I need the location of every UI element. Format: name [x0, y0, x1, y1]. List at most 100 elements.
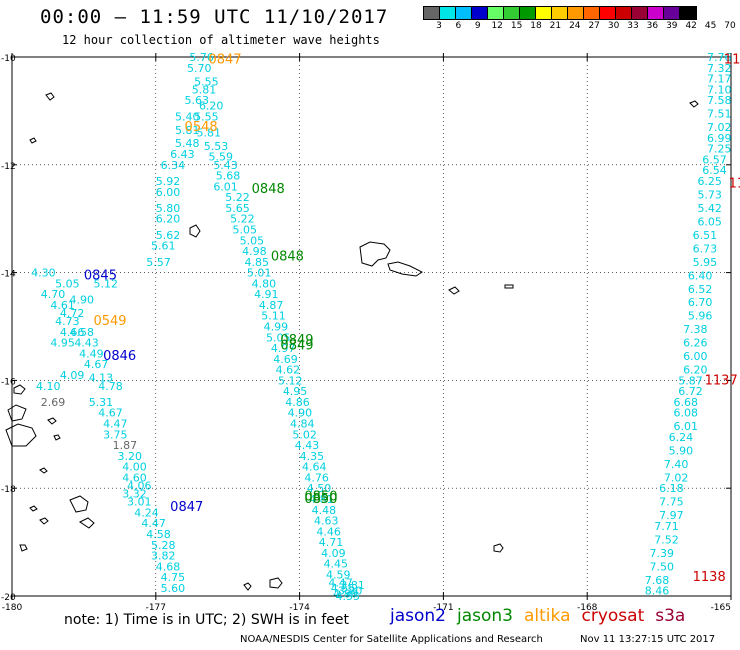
wave-height-value: 7.39: [650, 547, 675, 560]
wave-height-value: 5.73: [697, 188, 722, 201]
wave-height-value: 4.90: [70, 294, 95, 307]
color-swatch-0: [424, 7, 440, 19]
wave-height-value: 4.59: [326, 568, 351, 581]
wave-height-value: 5.11: [261, 310, 286, 323]
color-scale-tick: 33: [627, 21, 639, 31]
wave-height-value: 5.55: [194, 110, 219, 123]
wave-height-value: 4.62: [276, 364, 301, 377]
pass-time-label: 0848: [252, 182, 285, 197]
wave-height-value: 4.47: [141, 517, 166, 530]
wave-height-value: 6.54: [702, 164, 727, 177]
wave-height-value: 7.71: [654, 520, 679, 533]
units-note: note: 1) Time is in UTC; 2) SWH is in fe…: [64, 612, 350, 628]
wave-height-value: 4.43: [74, 337, 99, 350]
color-scale-tick: 12: [491, 21, 503, 31]
color-scale-tick: 18: [530, 21, 542, 31]
pass-time-label: 0849: [280, 333, 313, 348]
color-scale-tick: 9: [474, 21, 481, 31]
wave-height-value: 4.71: [319, 536, 344, 549]
color-swatch-3: [472, 7, 488, 19]
pass-time-label: 0845: [84, 268, 117, 283]
wave-height-value: 3.75: [103, 428, 128, 441]
y-tick-label: -16: [1, 377, 16, 387]
wave-height-value: 6.25: [697, 175, 722, 188]
wave-height-value: 6.08: [673, 407, 698, 420]
island-outline: [387, 261, 423, 277]
island-outline: [47, 417, 57, 425]
wave-height-value: 5.63: [185, 94, 210, 107]
wave-height-value: 4.72: [60, 307, 85, 320]
wave-height-value: 5.12: [93, 277, 118, 290]
wave-height-value: 3.32: [122, 488, 147, 501]
color-scale-tick: 3: [436, 21, 442, 31]
wave-height-value: 4.84: [290, 418, 315, 431]
wave-height-value: 4.49: [79, 347, 104, 360]
wave-height-value: 4.24: [134, 506, 159, 519]
wave-height-value: 4.47: [328, 577, 353, 590]
wave-height-value: 4.70: [41, 288, 65, 301]
wave-height-value: 4.75: [161, 571, 186, 584]
island-outline: [69, 495, 89, 513]
color-scale-tick: 27: [588, 21, 600, 31]
wave-height-value: 6.05: [697, 215, 722, 228]
wave-height-value: 5.59: [209, 151, 234, 164]
wave-height-value: 6.72: [678, 385, 703, 398]
wave-height-value: 4.55: [336, 590, 361, 603]
wave-height-value: 6.01: [213, 180, 238, 193]
pass-time-label: 0850: [304, 492, 337, 507]
pass-time-label: 1135: [724, 53, 740, 68]
wave-height-value: 4.61: [50, 299, 74, 312]
wave-height-value: 6.00: [156, 186, 181, 199]
wave-height-value: 3.81: [340, 579, 365, 592]
color-scale-bar: [423, 6, 697, 20]
x-tick-label: -165: [711, 603, 731, 613]
pass-time-label: 0846: [103, 349, 136, 364]
wave-height-value: 6.20: [199, 100, 224, 113]
wave-height-value: 6.24: [669, 431, 694, 444]
wave-height-value: 5.70: [187, 62, 212, 75]
y-tick-label: -12: [1, 162, 16, 172]
color-swatch-11: [600, 7, 616, 19]
pass-time-label: 0548: [185, 120, 218, 135]
pass-time-label: 1136: [729, 177, 740, 192]
island-outline: [39, 467, 48, 474]
color-scale-tick: 21: [549, 21, 562, 31]
wave-height-value: 4.78: [98, 380, 123, 393]
wave-height-value: 5.55: [194, 75, 219, 88]
island-outline: [45, 92, 55, 101]
wave-height-value: 3.82: [151, 550, 176, 563]
color-swatch-14: [648, 7, 664, 19]
axis-ticks: -180 -177 -174 -171 -168 -165 -10 -12 -14 -16 -18 -…: [1, 54, 731, 613]
wave-height-value: 4.90: [288, 407, 313, 420]
wave-height-value: 1.87: [113, 439, 138, 452]
wave-height-value: 5.60: [161, 582, 186, 595]
island-outline: [29, 137, 37, 144]
island-outline: [79, 517, 95, 529]
wave-height-value: 5.62: [156, 229, 181, 242]
wave-height-value: 4.10: [36, 380, 61, 393]
pass-time-label: 1138: [693, 570, 726, 585]
wave-height-value: 5.68: [216, 170, 241, 183]
wave-height-value: 4.64: [302, 461, 327, 474]
color-swatch-16: [680, 7, 696, 19]
wave-height-value: 4.97: [271, 342, 296, 355]
color-swatch-2: [456, 7, 472, 19]
coastlines: [5, 92, 699, 591]
wave-height-value: 3.01: [127, 496, 152, 509]
wave-height-value: 5.81: [192, 83, 217, 96]
wave-height-value: 4.45: [324, 558, 349, 571]
wave-height-value: 8.46: [645, 585, 670, 598]
y-tick-label: -20: [1, 593, 16, 603]
wave-height-value: 7.76: [707, 51, 732, 64]
wave-height-value: 5.57: [146, 256, 171, 269]
wave-height-value: 5.76: [189, 51, 214, 64]
wave-height-value: 6.70: [688, 296, 713, 309]
island-outline: [53, 434, 61, 441]
color-swatch-8: [552, 7, 568, 19]
wave-height-value: 6.20: [156, 213, 181, 226]
wave-height-value: 7.02: [664, 471, 689, 484]
color-scale-tick: 42: [685, 21, 697, 31]
